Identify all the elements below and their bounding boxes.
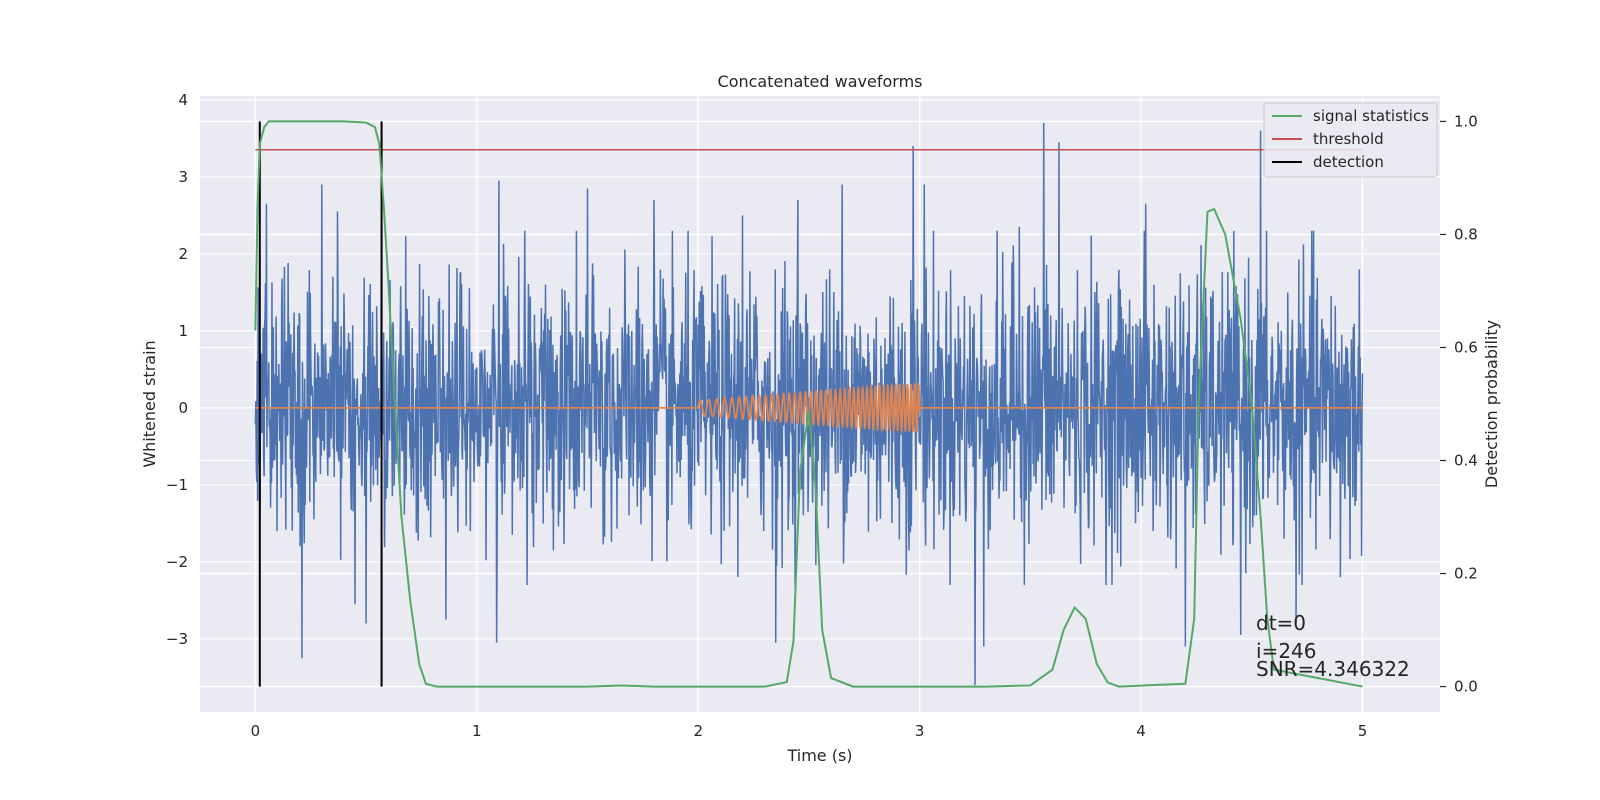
y2-tick-label-3: 0.6 (1454, 338, 1478, 356)
y-tick-label-3: 0 (178, 399, 188, 417)
annotation-snr: SNR=4.346322 (1256, 657, 1410, 681)
y-tick-label-2: −1 (166, 476, 188, 494)
y2-axis-label: Detection probability (1482, 320, 1501, 488)
legend-label-detection: detection (1313, 153, 1384, 171)
legend-box (1263, 102, 1438, 178)
y2-tick-label-4: 0.8 (1454, 225, 1478, 243)
annotation-index: i=246 (1256, 639, 1317, 663)
x-tick-label-1: 1 (472, 722, 482, 740)
x-tick-label-3: 3 (915, 722, 925, 740)
y-axis-label: Whitened strain (140, 340, 159, 467)
y-axis-right: 0.0 0.2 0.4 0.6 0.8 1.0 (1440, 112, 1478, 696)
y2-tick-label-2: 0.4 (1454, 452, 1478, 470)
y2-tick-label-1: 0.2 (1454, 565, 1478, 583)
x-tick-label-2: 2 (693, 722, 703, 740)
x-tick-label-0: 0 (251, 722, 261, 740)
annotation-dt: dt=0 (1256, 611, 1306, 635)
y-tick-label-0: −3 (166, 630, 188, 648)
y-tick-label-7: 4 (178, 91, 188, 109)
plot-content (254, 120, 1364, 688)
series-detection (258, 121, 383, 687)
x-tick-label-4: 4 (1136, 722, 1146, 740)
y2-tick-label-5: 1.0 (1454, 112, 1478, 130)
legend: signal statistics threshold detection (1263, 102, 1438, 178)
y-tick-label-1: −2 (166, 553, 188, 571)
x-axis: 0 1 2 3 4 5 (251, 722, 1368, 740)
y-tick-label-5: 2 (178, 245, 188, 263)
chart-title: Concatenated waveforms (718, 72, 923, 91)
legend-label-signal-statistics: signal statistics (1313, 107, 1429, 125)
legend-label-threshold: threshold (1313, 130, 1384, 148)
series-whitened-strain (254, 122, 1364, 686)
x-tick-label-5: 5 (1358, 722, 1368, 740)
series-signal-statistics (254, 120, 1363, 688)
y2-tick-label-0: 0.0 (1454, 678, 1478, 696)
y-tick-label-6: 3 (178, 168, 188, 186)
x-axis-label: Time (s) (786, 746, 852, 765)
y-tick-label-4: 1 (178, 322, 188, 340)
y-axis-left: −3 −2 −1 0 1 2 3 4 (166, 91, 188, 648)
